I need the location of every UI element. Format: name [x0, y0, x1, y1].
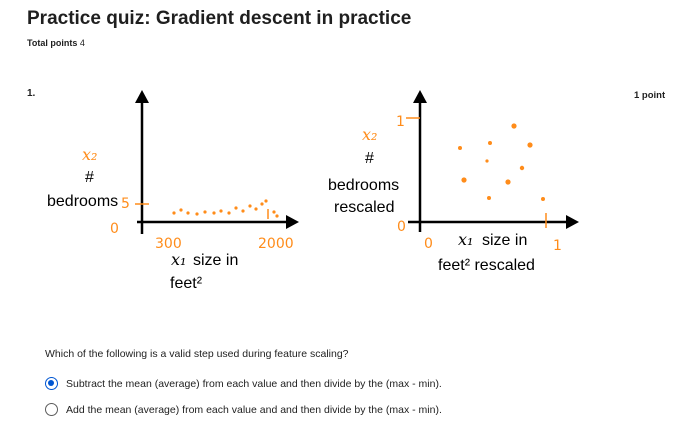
- right-x-var-symbol: x₁: [458, 230, 473, 249]
- total-points-value: 4: [79, 38, 85, 48]
- answer-option-2[interactable]: Add the mean (average) from each value a…: [45, 403, 442, 416]
- right-point: [541, 197, 545, 201]
- left-point: [186, 211, 190, 215]
- left-point: [172, 211, 176, 215]
- left-point: [275, 214, 279, 218]
- right-y-label-1: bedrooms: [328, 177, 399, 194]
- left-point: [248, 204, 252, 208]
- left-point: [234, 206, 238, 210]
- right-point: [519, 165, 525, 171]
- left-point: [264, 199, 268, 203]
- right-point: [458, 146, 462, 150]
- left-y-arrow-icon: [135, 90, 149, 103]
- right-y-hash: #: [365, 150, 374, 167]
- right-x-arrow-icon: [566, 215, 579, 229]
- left-y-label: bedrooms: [47, 193, 118, 210]
- radio-selected-icon[interactable]: [45, 377, 58, 390]
- left-point: [272, 210, 276, 214]
- points-badge: 1 point: [634, 90, 666, 101]
- left-y-hash: #: [85, 169, 94, 186]
- left-point: [212, 211, 216, 215]
- right-x-min: 0: [424, 236, 433, 252]
- answer-option-1[interactable]: Subtract the mean (average) from each va…: [45, 377, 442, 390]
- right-point: [505, 179, 511, 185]
- left-x-max: 2000: [258, 236, 294, 252]
- answer-option-2-label: Add the mean (average) from each value a…: [66, 403, 442, 416]
- left-point: [241, 209, 245, 213]
- right-point: [485, 159, 489, 163]
- page-title: Practice quiz: Gradient descent in pract…: [27, 8, 412, 29]
- right-x-max: 1: [553, 238, 562, 254]
- left-plot: x₂ # bedrooms 5 0 300 2000 x₁ size in fe…: [47, 90, 299, 292]
- left-point: [219, 209, 223, 213]
- left-point: [203, 210, 207, 214]
- question-prompt: Which of the following is a valid step u…: [45, 348, 349, 360]
- right-point: [511, 123, 517, 129]
- left-origin: 0: [110, 221, 119, 237]
- right-x-label-2: feet² rescaled: [438, 257, 535, 274]
- left-point: [179, 208, 183, 212]
- left-x-var-symbol: x₁: [171, 250, 186, 269]
- right-point: [488, 141, 492, 145]
- right-point: [487, 196, 491, 200]
- left-data-points: [172, 199, 279, 218]
- total-points-label: Total points: [27, 38, 78, 48]
- right-data-points: [458, 123, 545, 201]
- right-y-var: x₂: [362, 125, 377, 144]
- left-point: [254, 207, 258, 211]
- radio-unselected-icon[interactable]: [45, 403, 58, 416]
- right-y-arrow-icon: [413, 90, 427, 103]
- answer-option-1-label: Subtract the mean (average) from each va…: [66, 377, 442, 390]
- right-plot: 1 x₂ # bedrooms rescaled 0 0 x₁ size in …: [328, 90, 579, 274]
- total-points: Total points 4: [27, 38, 85, 48]
- right-x-var: x₁: [458, 230, 473, 249]
- right-point: [527, 142, 533, 148]
- left-point: [227, 211, 231, 215]
- right-y-max: 1: [396, 114, 405, 130]
- left-y-max: 5: [121, 196, 130, 212]
- right-point: [461, 177, 467, 183]
- left-x-min: 300: [155, 236, 182, 252]
- right-x-label-1: size in: [482, 232, 527, 249]
- left-x-label-1: size in: [193, 252, 238, 269]
- right-y-min: 0: [397, 219, 406, 235]
- left-point: [260, 202, 264, 206]
- right-y-label-2: rescaled: [334, 199, 394, 216]
- left-x-arrow-icon: [286, 215, 299, 229]
- left-x-label-2: feet²: [170, 275, 203, 292]
- left-y-var: x₂: [82, 145, 97, 164]
- left-point: [195, 212, 199, 216]
- feature-scaling-illustration: .orange { fill:#ff8c1a; font-family:"Dej…: [47, 90, 579, 292]
- question-number: 1.: [27, 88, 36, 99]
- left-x-var: x₁: [171, 250, 186, 269]
